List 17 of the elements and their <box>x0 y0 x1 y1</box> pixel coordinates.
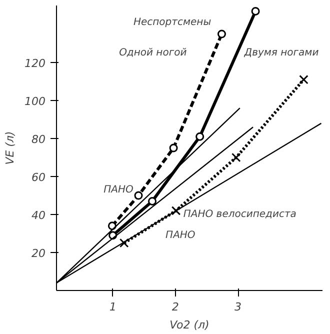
y-axis-title: VE (л) <box>4 131 17 165</box>
y-tick-label: 100 <box>24 95 46 108</box>
annotation: Неспортсмены <box>133 17 212 28</box>
annotation: ПАНО велосипедиста <box>183 209 296 220</box>
annotation: Одной ногой <box>119 48 188 58</box>
annotation: ПАНО <box>166 230 196 241</box>
y-tick-label: 20 <box>32 247 46 260</box>
x-tick-label: 1 <box>109 300 116 314</box>
y-tick-label: 40 <box>32 209 46 222</box>
x-tick-label: 3 <box>234 300 242 314</box>
x-axis-title: Vo2 (л) <box>170 318 210 332</box>
y-tick-label: 80 <box>32 133 46 146</box>
y-tick-label: 120 <box>24 57 46 70</box>
y-tick-label: 60 <box>32 171 46 184</box>
annotation: ПАНО <box>104 184 134 196</box>
x-tick-label: 2 <box>172 300 179 314</box>
annotation: Двумя ногами <box>243 48 320 58</box>
